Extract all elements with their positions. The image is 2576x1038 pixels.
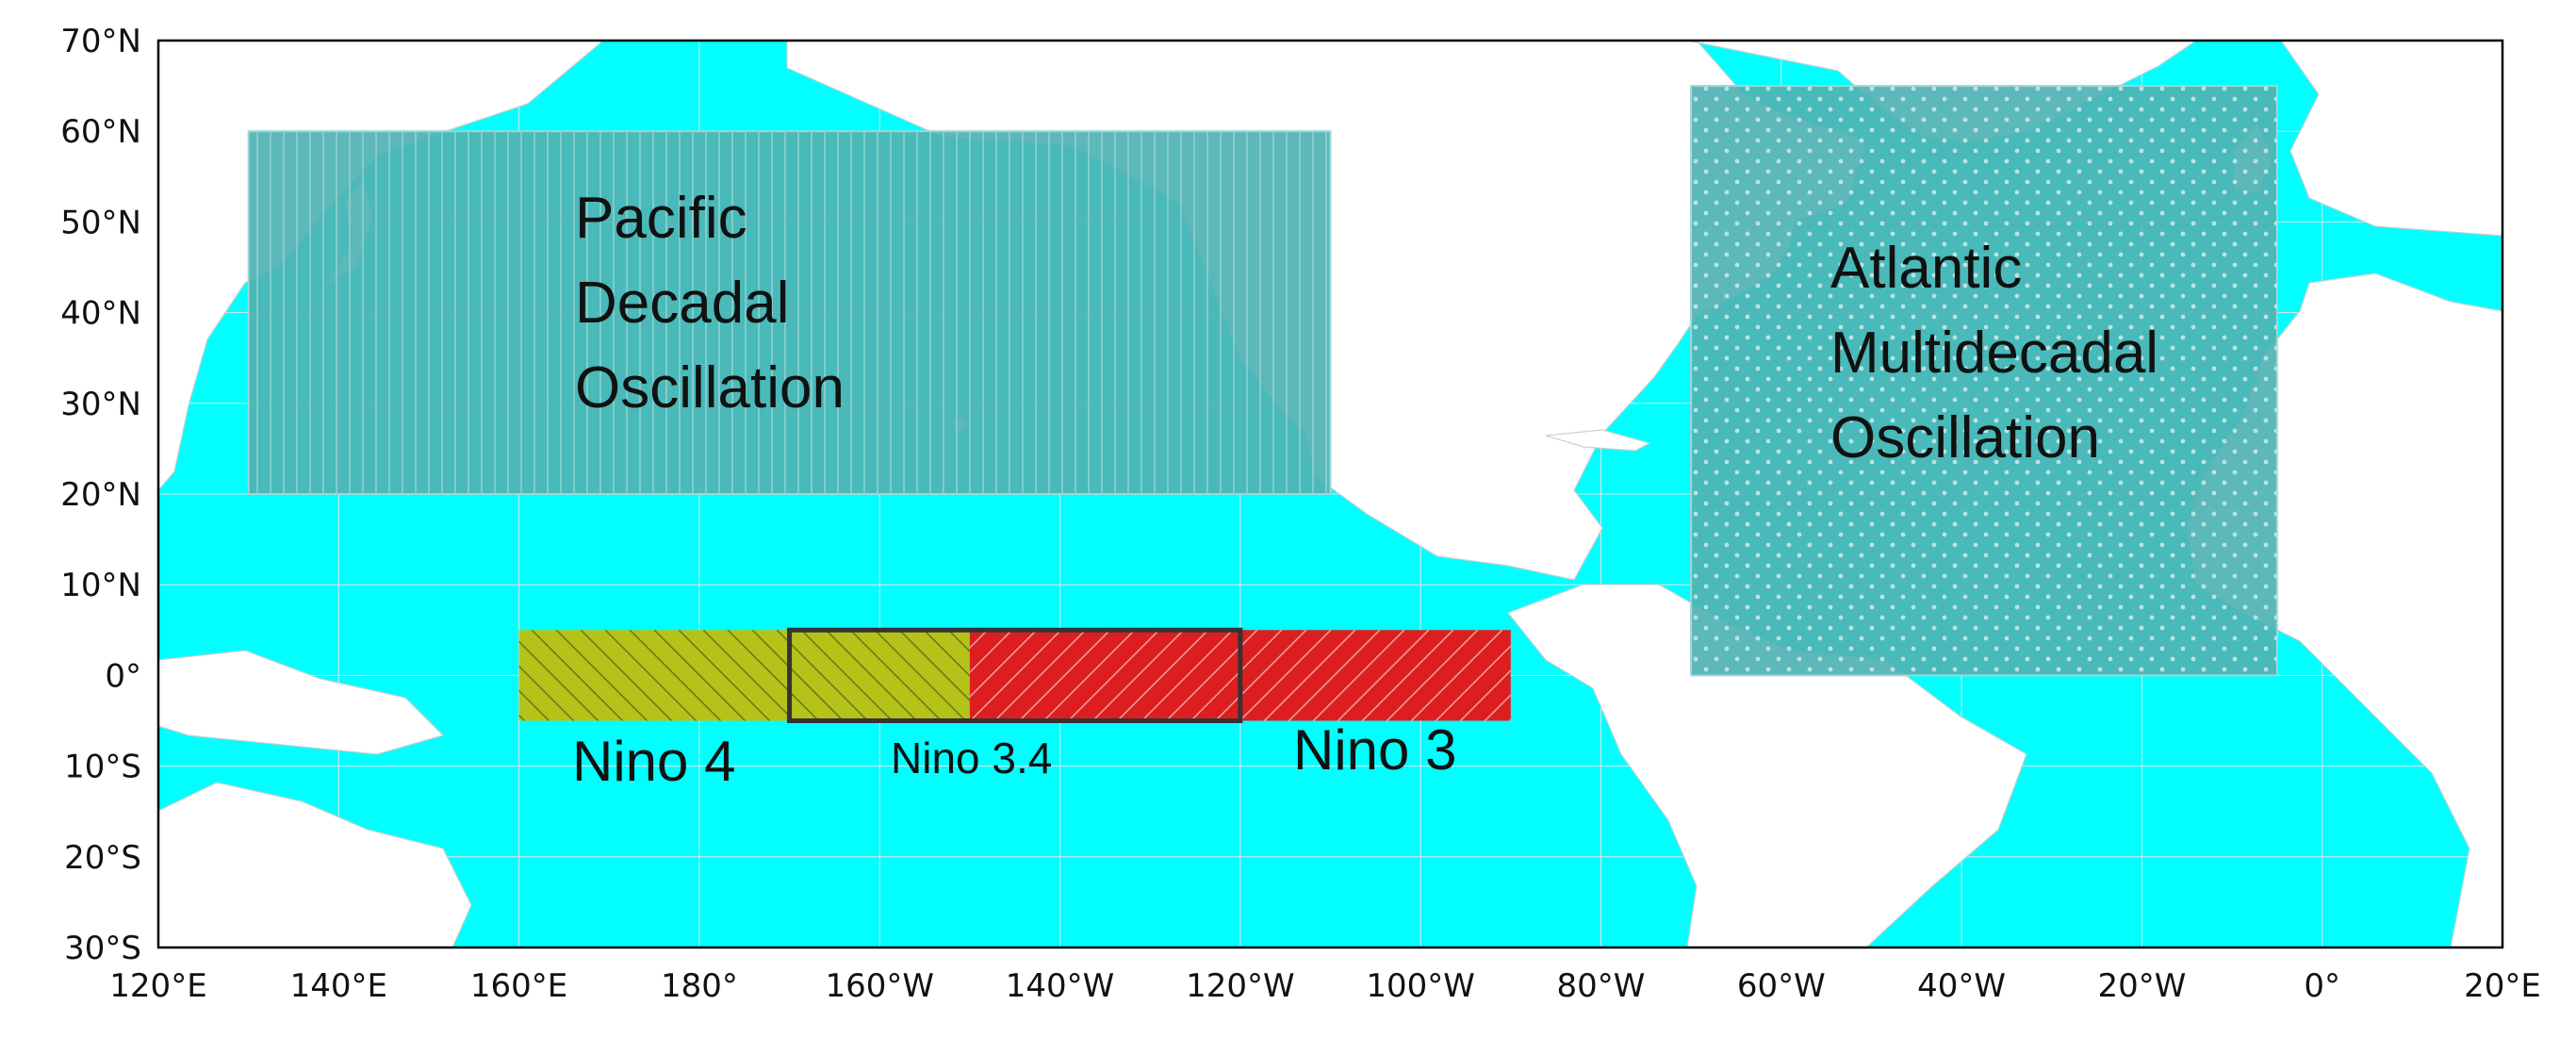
amo-label-line: Multidecadal xyxy=(1830,321,2158,386)
lat-tick-label: 70°N xyxy=(60,23,141,60)
amo-region xyxy=(1690,85,2278,677)
pdo-label-line: Decadal xyxy=(575,271,789,336)
nino4-hatch xyxy=(518,630,970,721)
lat-tick-label: 10°N xyxy=(60,567,141,604)
lat-tick-label: 50°N xyxy=(60,204,141,241)
lon-tick-label: 140°W xyxy=(1006,967,1115,1005)
lat-tick-label: 30°S xyxy=(64,930,141,967)
nino3-label: Nino 3 xyxy=(1293,718,1456,782)
amo-label: Atlantic Multidecadal Oscillation xyxy=(1830,236,2158,470)
lat-tick-label: 10°S xyxy=(64,749,141,786)
pdo-hatch xyxy=(248,131,1331,494)
lon-tick-label: 160°E xyxy=(470,967,567,1005)
lon-tick-label: 0° xyxy=(2304,967,2340,1005)
lat-tick-label: 0° xyxy=(105,657,141,695)
pdo-region xyxy=(247,130,1332,495)
longitude-tick-labels: 120°E 140°E 160°E 180° 160°W 140°W 120°W 100°W 8… xyxy=(109,967,2541,1005)
cuba-land xyxy=(1545,429,1651,452)
lat-tick-label: 30°N xyxy=(60,386,141,423)
maritime-continent-land xyxy=(158,650,445,755)
amo-hatch xyxy=(1691,86,2277,676)
map-frame xyxy=(156,39,2504,949)
nino34-label-line: Nino 3.4 xyxy=(891,733,1052,783)
nino34-outline xyxy=(787,627,1243,723)
pdo-label-line: Oscillation xyxy=(575,355,845,420)
nino34-label: Nino 3.4 xyxy=(891,733,1052,783)
nino4-label-line: Nino 4 xyxy=(572,730,735,793)
lon-tick-label: 120°E xyxy=(109,967,206,1005)
amo-label-line: Atlantic xyxy=(1830,236,2022,301)
pdo-label: Pacific Decadal Oscillation xyxy=(575,186,845,420)
lon-tick-label: 140°E xyxy=(290,967,387,1005)
nino3-label-line: Nino 3 xyxy=(1293,718,1456,782)
climate-regions: Pacific Decadal Oscillation Atlantic Multide… xyxy=(247,85,2278,793)
lon-tick-label: 100°W xyxy=(1366,967,1475,1005)
latitude-tick-labels: 70°N 60°N 50°N 40°N 30°N 20°N 10°N 0° 10°S 20°S 30… xyxy=(60,23,141,967)
lon-tick-label: 40°W xyxy=(1917,967,2006,1005)
lon-tick-label: 20°W xyxy=(2097,967,2186,1005)
lat-tick-label: 60°N xyxy=(60,113,141,151)
nino4-region xyxy=(518,630,970,721)
lon-tick-label: 120°W xyxy=(1186,967,1295,1005)
lon-tick-label: 160°W xyxy=(825,967,934,1005)
lat-tick-label: 20°S xyxy=(64,839,141,877)
amo-label-line: Oscillation xyxy=(1830,405,2100,470)
pdo-label-line: Pacific xyxy=(575,186,747,251)
lon-tick-label: 20°E xyxy=(2464,967,2541,1005)
lat-tick-label: 20°N xyxy=(60,476,141,514)
australia-land xyxy=(158,782,472,947)
lon-tick-label: 60°W xyxy=(1737,967,1826,1005)
nino4-label: Nino 4 xyxy=(572,730,735,793)
lon-tick-label: 180° xyxy=(661,967,738,1005)
lon-tick-label: 80°W xyxy=(1557,967,1646,1005)
lat-tick-label: 40°N xyxy=(60,295,141,333)
